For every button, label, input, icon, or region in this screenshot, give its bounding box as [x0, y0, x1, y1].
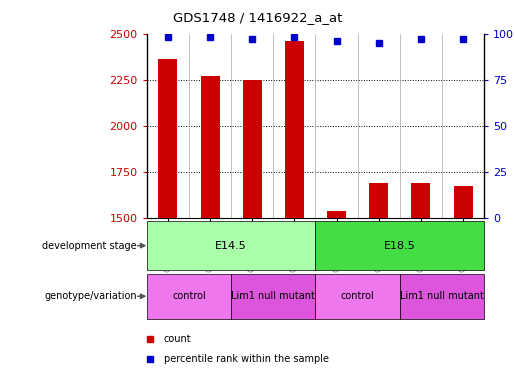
Bar [400, 274, 484, 319]
Text: Lim1 null mutant: Lim1 null mutant [231, 291, 315, 301]
Bar [369, 183, 388, 218]
Text: control: control [341, 291, 374, 301]
Text: control: control [172, 291, 206, 301]
Text: development stage: development stage [42, 241, 137, 250]
Text: Lim1 null mutant: Lim1 null mutant [400, 291, 484, 301]
Bar [147, 221, 315, 270]
Bar [285, 41, 304, 218]
Text: percentile rank within the sample: percentile rank within the sample [164, 354, 329, 364]
Bar [411, 183, 431, 218]
Text: count: count [164, 334, 191, 344]
Bar [454, 186, 472, 218]
Bar [231, 274, 315, 319]
Bar [200, 76, 219, 217]
Bar [147, 274, 231, 319]
Text: E14.5: E14.5 [215, 241, 247, 250]
Text: GDS1748 / 1416922_a_at: GDS1748 / 1416922_a_at [173, 11, 342, 24]
Bar [243, 80, 262, 218]
Bar [327, 211, 346, 217]
Text: genotype/variation: genotype/variation [44, 291, 137, 301]
Text: E18.5: E18.5 [384, 241, 416, 250]
Bar [315, 274, 400, 319]
Bar [315, 221, 484, 270]
Bar [159, 60, 177, 217]
